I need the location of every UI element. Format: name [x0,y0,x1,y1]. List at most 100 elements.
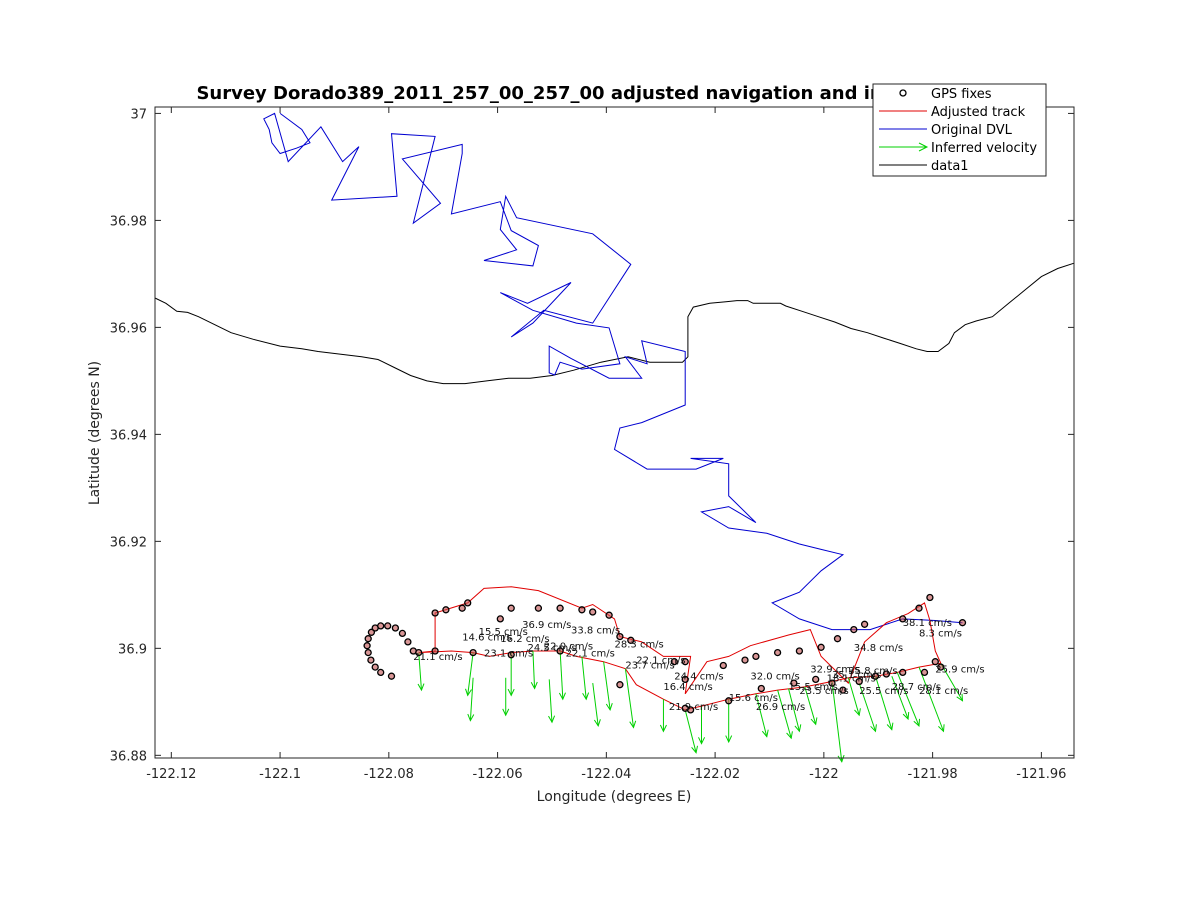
gps-fix-marker [364,635,372,643]
gps-fix-marker [384,622,392,630]
velocity-label: 36.9 cm/s [522,620,571,631]
gps-fix-marker [496,615,504,623]
velocity-arrow-head [854,708,861,717]
legend-box [872,83,1047,177]
y-tick-label: 37 [130,107,147,122]
x-tick-label: -122.1 [259,767,301,782]
velocity-label: 34.8 cm/s [854,643,903,654]
x-tick-label: -122.04 [581,767,631,782]
gps-fix-marker [415,648,423,657]
velocity-label: 35.1 cm/s [832,670,881,681]
gps-fix-marker [741,656,749,664]
velocity-arrow-head [417,683,425,692]
velocity-arrow-head [629,720,637,729]
legend-label-gps: GPS fixes [931,87,992,102]
velocity-arrow-shaft [831,681,843,762]
gps-fix-marker [363,642,371,650]
velocity-arrow-shaft [418,652,422,691]
legend-label-adjusted: Adjusted track [931,105,1026,120]
velocity-arrow-shaft [469,677,474,721]
velocity-arrow-head [659,724,667,733]
y-tick-label: 36.98 [110,214,147,229]
velocity-arrow-head [698,737,706,745]
gps-fix-marker [850,625,858,634]
gps-fix-marker [377,622,385,630]
velocity-label: 26.9 cm/s [756,702,805,713]
y-axis-label: Latitude (degrees N) [87,361,103,505]
gps-fix-marker [556,604,564,612]
gps-fix-marker [839,686,847,694]
dvl-track-line [263,112,963,631]
gps-fix-marker [534,604,543,612]
gps-fix-marker [431,647,439,655]
velocity-arrow-head [794,724,802,733]
velocity-arrow-head [593,719,601,728]
gps-fix-marker [958,619,967,627]
legend-label-data1: data1 [931,159,969,174]
velocity-arrow-head [956,693,964,702]
chart-title: Survey Dorado389_2011_257_00_257_00 adju… [196,83,1031,104]
gps-fix-marker [773,648,782,657]
gps-fix-marker [899,668,907,677]
velocity-arrow-shaft [896,672,920,727]
velocity-arrow-shaft [548,679,553,723]
y-tick-label: 36.88 [110,749,147,764]
gps-fix-marker [931,658,939,666]
x-tick-label: -122.06 [472,767,522,782]
gps-fix-marker [627,636,635,644]
gps-fix-marker [431,609,439,617]
velocity-label: 28.7 cm/s [892,682,941,693]
velocity-arrow-shaft [581,656,587,700]
velocity-label: 35.8 cm/s [848,666,897,677]
velocity-arrow-shaft [624,668,635,728]
velocity-label: 24.4 cm/s [674,671,723,682]
velocity-label: 18.1 cm/s [827,674,876,685]
velocity-label: 23.7 cm/s [625,661,674,672]
gps-fix-marker [556,647,564,655]
velocity-arrow-shaft [532,650,536,689]
velocity-arrow-shaft [592,683,599,726]
gps-fix-marker [670,658,678,666]
gps-fix-marker [398,629,407,638]
velocity-arrow-shaft [847,677,860,716]
velocity-label: 32.0 cm/s [750,671,799,682]
gps-fix-marker [458,604,466,612]
velocity-label: 22.1 cm/s [636,655,685,666]
gps-fix-marker [725,697,733,705]
velocity-label: 8.3 cm/s [919,629,962,640]
gps-fix-marker [752,652,760,661]
y-tick-label: 36.94 [110,428,147,443]
y-tick-label: 36.96 [110,321,147,336]
velocity-arrow-head [761,729,769,738]
velocity-label: 38.1 cm/s [903,618,952,629]
velocity-label: 22.0 cm/s [544,641,593,652]
velocity-arrow-head [902,711,910,721]
velocity-arrows [417,650,964,763]
x-tick-label: -121.98 [908,767,958,782]
gps-fix-marker [855,677,863,686]
velocity-arrow-head [605,703,613,712]
gps-fix-marker [364,648,372,657]
y-tick-label: 36.9 [118,642,147,657]
gps-fix-marker [507,651,515,659]
velocity-label: 23.5 cm/s [799,686,848,697]
velocity-label: 25.5 cm/s [859,686,908,697]
x-tick-label: -122.12 [146,767,196,782]
legend-label-dvl: Original DVL [931,123,1013,138]
velocity-arrow-head [507,688,515,697]
gps-fix-marker [377,668,385,677]
velocity-label: 22.1 cm/s [566,648,615,659]
velocity-label: 23.1 cm/s [484,648,533,659]
gps-fix-marker [926,593,934,602]
gps-fix-marker [795,647,804,655]
gps-fix-marker [681,658,689,666]
velocity-label: 32.9 cm/s [810,664,859,675]
legend-entry-velocity: Inferred velocity [879,141,1037,156]
gps-fix-marker [589,608,597,616]
gps-fix-marker [817,643,825,651]
x-axis-label: Longitude (degrees E) [537,789,692,805]
velocity-arrow-head [913,718,920,727]
x-tick-label: -122 [809,767,839,782]
gps-fix-marker [578,606,586,614]
velocity-arrow-head [938,724,945,733]
